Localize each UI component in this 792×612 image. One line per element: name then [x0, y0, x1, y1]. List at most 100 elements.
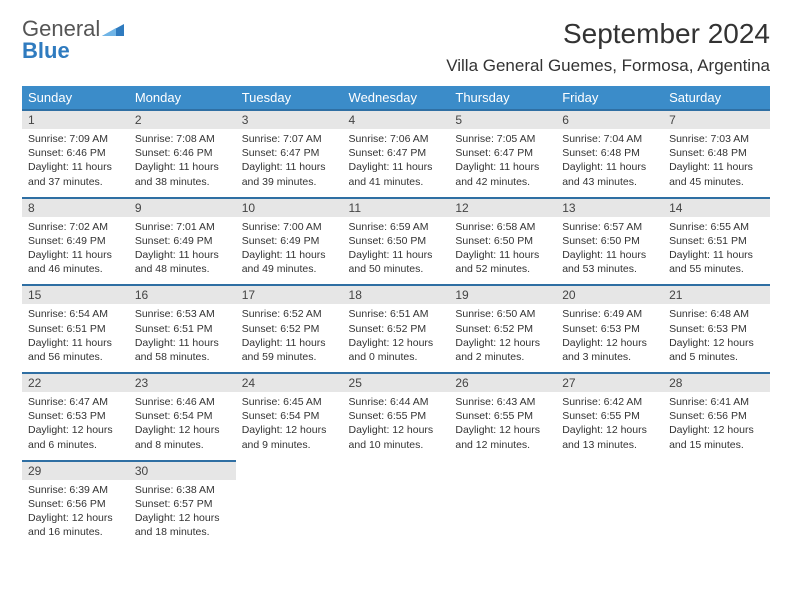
day-number: 26 — [449, 372, 556, 392]
calendar-day-cell: 20Sunrise: 6:49 AMSunset: 6:53 PMDayligh… — [556, 284, 663, 372]
calendar-day-cell: 26Sunrise: 6:43 AMSunset: 6:55 PMDayligh… — [449, 372, 556, 460]
day-details: Sunrise: 6:54 AMSunset: 6:51 PMDaylight:… — [22, 304, 129, 372]
day-number: 6 — [556, 109, 663, 129]
day-details: Sunrise: 7:01 AMSunset: 6:49 PMDaylight:… — [129, 217, 236, 285]
day-details: Sunrise: 6:47 AMSunset: 6:53 PMDaylight:… — [22, 392, 129, 460]
day-details: Sunrise: 6:46 AMSunset: 6:54 PMDaylight:… — [129, 392, 236, 460]
day-number: 10 — [236, 197, 343, 217]
calendar-day-cell: 11Sunrise: 6:59 AMSunset: 6:50 PMDayligh… — [343, 197, 450, 285]
calendar-day-cell: 22Sunrise: 6:47 AMSunset: 6:53 PMDayligh… — [22, 372, 129, 460]
day-details: Sunrise: 7:02 AMSunset: 6:49 PMDaylight:… — [22, 217, 129, 285]
day-details: Sunrise: 6:50 AMSunset: 6:52 PMDaylight:… — [449, 304, 556, 372]
day-number: 21 — [663, 284, 770, 304]
day-number: 3 — [236, 109, 343, 129]
day-number: 28 — [663, 372, 770, 392]
brand-triangle-icon — [102, 18, 124, 40]
day-number: 29 — [22, 460, 129, 480]
day-number: 27 — [556, 372, 663, 392]
calendar-week-row: 8Sunrise: 7:02 AMSunset: 6:49 PMDaylight… — [22, 197, 770, 285]
month-title: September 2024 — [446, 18, 770, 50]
calendar-week-row: 22Sunrise: 6:47 AMSunset: 6:53 PMDayligh… — [22, 372, 770, 460]
weekday-header: Thursday — [449, 86, 556, 109]
day-details: Sunrise: 6:43 AMSunset: 6:55 PMDaylight:… — [449, 392, 556, 460]
day-number: 9 — [129, 197, 236, 217]
weekday-header: Saturday — [663, 86, 770, 109]
weekday-header: Friday — [556, 86, 663, 109]
day-details: Sunrise: 6:41 AMSunset: 6:56 PMDaylight:… — [663, 392, 770, 460]
day-number: 19 — [449, 284, 556, 304]
calendar-day-cell: 10Sunrise: 7:00 AMSunset: 6:49 PMDayligh… — [236, 197, 343, 285]
day-number: 17 — [236, 284, 343, 304]
day-number: 12 — [449, 197, 556, 217]
day-details: Sunrise: 7:03 AMSunset: 6:48 PMDaylight:… — [663, 129, 770, 197]
weekday-header: Wednesday — [343, 86, 450, 109]
day-details: Sunrise: 6:59 AMSunset: 6:50 PMDaylight:… — [343, 217, 450, 285]
calendar-body: 1Sunrise: 7:09 AMSunset: 6:46 PMDaylight… — [22, 109, 770, 547]
calendar-day-cell: . — [556, 460, 663, 548]
calendar-day-cell: 17Sunrise: 6:52 AMSunset: 6:52 PMDayligh… — [236, 284, 343, 372]
calendar-day-cell: 30Sunrise: 6:38 AMSunset: 6:57 PMDayligh… — [129, 460, 236, 548]
calendar-day-cell: 16Sunrise: 6:53 AMSunset: 6:51 PMDayligh… — [129, 284, 236, 372]
calendar-day-cell: 3Sunrise: 7:07 AMSunset: 6:47 PMDaylight… — [236, 109, 343, 197]
title-block: September 2024 Villa General Guemes, For… — [446, 18, 770, 76]
calendar-day-cell: . — [343, 460, 450, 548]
day-details: Sunrise: 6:57 AMSunset: 6:50 PMDaylight:… — [556, 217, 663, 285]
location: Villa General Guemes, Formosa, Argentina — [446, 56, 770, 76]
day-number: 15 — [22, 284, 129, 304]
day-number: 18 — [343, 284, 450, 304]
day-details: Sunrise: 6:42 AMSunset: 6:55 PMDaylight:… — [556, 392, 663, 460]
day-details: Sunrise: 6:45 AMSunset: 6:54 PMDaylight:… — [236, 392, 343, 460]
day-details: Sunrise: 7:09 AMSunset: 6:46 PMDaylight:… — [22, 129, 129, 197]
calendar-day-cell: 7Sunrise: 7:03 AMSunset: 6:48 PMDaylight… — [663, 109, 770, 197]
day-details: Sunrise: 6:38 AMSunset: 6:57 PMDaylight:… — [129, 480, 236, 548]
day-details: Sunrise: 7:08 AMSunset: 6:46 PMDaylight:… — [129, 129, 236, 197]
day-number: 24 — [236, 372, 343, 392]
calendar-table: SundayMondayTuesdayWednesdayThursdayFrid… — [22, 86, 770, 547]
calendar-day-cell: 13Sunrise: 6:57 AMSunset: 6:50 PMDayligh… — [556, 197, 663, 285]
day-details: Sunrise: 7:07 AMSunset: 6:47 PMDaylight:… — [236, 129, 343, 197]
calendar-day-cell: 25Sunrise: 6:44 AMSunset: 6:55 PMDayligh… — [343, 372, 450, 460]
day-details: Sunrise: 7:05 AMSunset: 6:47 PMDaylight:… — [449, 129, 556, 197]
header: General Blue September 2024 Villa Genera… — [22, 18, 770, 76]
weekday-header-row: SundayMondayTuesdayWednesdayThursdayFrid… — [22, 86, 770, 109]
day-number: 11 — [343, 197, 450, 217]
weekday-header: Monday — [129, 86, 236, 109]
calendar-day-cell: 23Sunrise: 6:46 AMSunset: 6:54 PMDayligh… — [129, 372, 236, 460]
calendar-day-cell: 2Sunrise: 7:08 AMSunset: 6:46 PMDaylight… — [129, 109, 236, 197]
day-details: Sunrise: 6:39 AMSunset: 6:56 PMDaylight:… — [22, 480, 129, 548]
calendar-day-cell: 29Sunrise: 6:39 AMSunset: 6:56 PMDayligh… — [22, 460, 129, 548]
day-details: Sunrise: 6:52 AMSunset: 6:52 PMDaylight:… — [236, 304, 343, 372]
day-number: 16 — [129, 284, 236, 304]
day-details: Sunrise: 6:51 AMSunset: 6:52 PMDaylight:… — [343, 304, 450, 372]
calendar-day-cell: . — [449, 460, 556, 548]
day-number: 25 — [343, 372, 450, 392]
calendar-day-cell: 8Sunrise: 7:02 AMSunset: 6:49 PMDaylight… — [22, 197, 129, 285]
day-details: Sunrise: 6:44 AMSunset: 6:55 PMDaylight:… — [343, 392, 450, 460]
day-details: Sunrise: 6:58 AMSunset: 6:50 PMDaylight:… — [449, 217, 556, 285]
day-number: 2 — [129, 109, 236, 129]
calendar-day-cell: 4Sunrise: 7:06 AMSunset: 6:47 PMDaylight… — [343, 109, 450, 197]
calendar-day-cell: 21Sunrise: 6:48 AMSunset: 6:53 PMDayligh… — [663, 284, 770, 372]
calendar-week-row: 29Sunrise: 6:39 AMSunset: 6:56 PMDayligh… — [22, 460, 770, 548]
day-number: 14 — [663, 197, 770, 217]
calendar-day-cell: 15Sunrise: 6:54 AMSunset: 6:51 PMDayligh… — [22, 284, 129, 372]
day-details: Sunrise: 7:06 AMSunset: 6:47 PMDaylight:… — [343, 129, 450, 197]
calendar-day-cell: 28Sunrise: 6:41 AMSunset: 6:56 PMDayligh… — [663, 372, 770, 460]
calendar-week-row: 1Sunrise: 7:09 AMSunset: 6:46 PMDaylight… — [22, 109, 770, 197]
day-number: 22 — [22, 372, 129, 392]
calendar-day-cell: 1Sunrise: 7:09 AMSunset: 6:46 PMDaylight… — [22, 109, 129, 197]
calendar-day-cell: 19Sunrise: 6:50 AMSunset: 6:52 PMDayligh… — [449, 284, 556, 372]
day-details: Sunrise: 7:04 AMSunset: 6:48 PMDaylight:… — [556, 129, 663, 197]
brand-text: General Blue — [22, 18, 124, 62]
calendar-week-row: 15Sunrise: 6:54 AMSunset: 6:51 PMDayligh… — [22, 284, 770, 372]
day-details: Sunrise: 6:55 AMSunset: 6:51 PMDaylight:… — [663, 217, 770, 285]
day-number: 5 — [449, 109, 556, 129]
brand-logo: General Blue — [22, 18, 124, 62]
calendar-day-cell: 14Sunrise: 6:55 AMSunset: 6:51 PMDayligh… — [663, 197, 770, 285]
day-number: 8 — [22, 197, 129, 217]
calendar-day-cell: 9Sunrise: 7:01 AMSunset: 6:49 PMDaylight… — [129, 197, 236, 285]
weekday-header: Tuesday — [236, 86, 343, 109]
day-details: Sunrise: 6:48 AMSunset: 6:53 PMDaylight:… — [663, 304, 770, 372]
calendar-day-cell: 6Sunrise: 7:04 AMSunset: 6:48 PMDaylight… — [556, 109, 663, 197]
day-details: Sunrise: 6:49 AMSunset: 6:53 PMDaylight:… — [556, 304, 663, 372]
